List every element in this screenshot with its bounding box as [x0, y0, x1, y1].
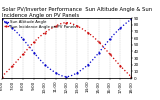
- Legend: Sun Altitude Angle, Sun Incidence Angle on PV Panels: Sun Altitude Angle, Sun Incidence Angle …: [4, 20, 76, 29]
- Sun Altitude Angle: [119, 27, 121, 29]
- Line: Sun Incidence Angle on PV Panels: Sun Incidence Angle on PV Panels: [1, 22, 132, 78]
- Sun Incidence Angle on PV Panels: [130, 76, 132, 77]
- Sun Incidence Angle on PV Panels: [55, 25, 57, 27]
- Sun Incidence Angle on PV Panels: [109, 53, 111, 55]
- Sun Incidence Angle on PV Panels: [119, 65, 121, 67]
- Sun Incidence Angle on PV Panels: [87, 32, 89, 33]
- Sun Altitude Angle: [44, 64, 46, 65]
- Text: Solar PV/Inverter Performance  Sun Altitude Angle & Sun Incidence Angle on PV Pa: Solar PV/Inverter Performance Sun Altitu…: [2, 7, 152, 18]
- Sun Incidence Angle on PV Panels: [44, 32, 46, 33]
- Line: Sun Altitude Angle: Sun Altitude Angle: [1, 18, 132, 78]
- Sun Altitude Angle: [65, 76, 67, 77]
- Sun Altitude Angle: [98, 52, 100, 53]
- Sun Altitude Angle: [12, 27, 13, 29]
- Sun Incidence Angle on PV Panels: [12, 65, 13, 67]
- Sun Altitude Angle: [109, 39, 111, 40]
- Sun Incidence Angle on PV Panels: [76, 25, 78, 27]
- Sun Altitude Angle: [130, 19, 132, 20]
- Sun Altitude Angle: [1, 19, 3, 20]
- Sun Altitude Angle: [22, 39, 24, 40]
- Sun Altitude Angle: [87, 64, 89, 65]
- Sun Altitude Angle: [76, 72, 78, 73]
- Sun Incidence Angle on PV Panels: [1, 76, 3, 77]
- Sun Incidence Angle on PV Panels: [65, 22, 67, 23]
- Sun Altitude Angle: [55, 72, 57, 73]
- Sun Incidence Angle on PV Panels: [22, 53, 24, 55]
- Sun Altitude Angle: [33, 52, 35, 53]
- Sun Incidence Angle on PV Panels: [33, 41, 35, 43]
- Sun Incidence Angle on PV Panels: [98, 41, 100, 43]
